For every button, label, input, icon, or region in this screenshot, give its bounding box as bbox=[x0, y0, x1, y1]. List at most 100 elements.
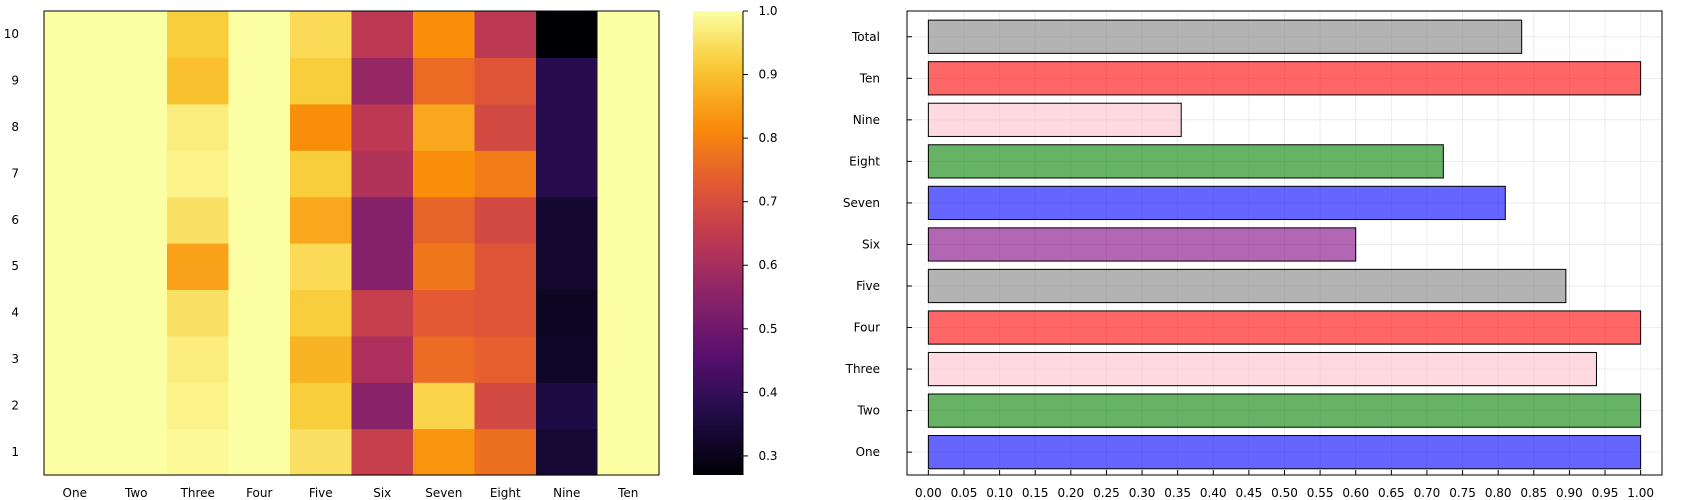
heatmap-cell bbox=[290, 243, 353, 290]
heatmap-cell bbox=[474, 103, 537, 151]
colorbar-tick-label: 0.4 bbox=[758, 385, 777, 399]
heatmap-cell bbox=[474, 243, 537, 290]
heatmap-cell bbox=[228, 428, 291, 476]
heatmap-cell bbox=[167, 289, 230, 337]
heatmap-cell bbox=[290, 150, 353, 198]
heatmap-y-tick-label: 10 bbox=[4, 27, 19, 41]
bar-x-tick-label: 0.70 bbox=[1414, 486, 1441, 500]
colorbar-gradient bbox=[693, 11, 743, 475]
bar bbox=[927, 435, 1642, 470]
heatmap-cell bbox=[474, 289, 537, 337]
bar bbox=[927, 227, 1357, 262]
bar-y-tick-label: Nine bbox=[853, 113, 880, 127]
heatmap-cell bbox=[290, 57, 353, 105]
heatmap-cell bbox=[105, 196, 168, 244]
heatmap-cell bbox=[228, 103, 291, 151]
bar-x-tick-label: 0.30 bbox=[1129, 486, 1156, 500]
heatmap-y-tick-label: 2 bbox=[11, 398, 19, 412]
bar-x-tick-label: 0.00 bbox=[915, 486, 942, 500]
heatmap-cell bbox=[413, 428, 476, 476]
heatmap-y-tick-label: 7 bbox=[11, 166, 19, 180]
heatmap-cell bbox=[413, 150, 476, 198]
heatmap-cell bbox=[167, 11, 230, 58]
heatmap-cell bbox=[351, 243, 414, 290]
heatmap-x-tick-label: Four bbox=[246, 486, 272, 500]
bar-x-tick-label: 0.55 bbox=[1307, 486, 1334, 500]
heatmap-cell bbox=[290, 103, 353, 151]
heatmap-cell bbox=[44, 428, 107, 476]
heatmap-cell bbox=[105, 57, 168, 105]
heatmap-cell bbox=[413, 57, 476, 105]
heatmap-cell bbox=[44, 335, 107, 383]
heatmap-cell bbox=[228, 57, 291, 105]
heatmap-cell bbox=[474, 335, 537, 383]
bar-x-tick-label: 1.00 bbox=[1627, 486, 1654, 500]
heatmap-cell bbox=[597, 103, 660, 151]
heatmap-x-tick-label: Seven bbox=[425, 486, 462, 500]
bar-chart-panel: 0.00 0.05 0.10 0.15 0.20 0.25 0.30 0.35 0.40 0.45… bbox=[843, 10, 1663, 500]
heatmap-cell bbox=[44, 289, 107, 337]
bar-y-tick-label: Four bbox=[854, 321, 880, 335]
heatmap-cell bbox=[44, 11, 107, 58]
colorbar-tick-label: 0.9 bbox=[758, 68, 777, 82]
heatmap-cell bbox=[351, 196, 414, 244]
heatmap-cell bbox=[351, 289, 414, 337]
heatmap-y-tick-label: 3 bbox=[11, 352, 19, 366]
heatmap-y-tick-label: 6 bbox=[11, 213, 19, 227]
heatmap-cell bbox=[351, 57, 414, 105]
heatmap-cell bbox=[474, 11, 537, 58]
heatmap-cell bbox=[597, 11, 660, 58]
heatmap-panel: One Two Three Four Five Six Seven Eight Nine Ten 1… bbox=[4, 10, 660, 500]
heatmap-cell bbox=[351, 335, 414, 383]
bar-x-tick-label: 0.75 bbox=[1449, 486, 1476, 500]
bar-x-tick-label: 0.35 bbox=[1164, 486, 1191, 500]
heatmap-cell bbox=[413, 103, 476, 151]
bar-x-tick-label: 0.80 bbox=[1485, 486, 1512, 500]
heatmap-cell bbox=[228, 289, 291, 337]
bar-x-tick-label: 0.90 bbox=[1556, 486, 1583, 500]
bar-y-tick-label: Ten bbox=[859, 71, 880, 85]
heatmap-cell bbox=[413, 243, 476, 290]
heatmap-cell bbox=[413, 335, 476, 383]
heatmap-cell bbox=[105, 428, 168, 476]
heatmap-cell bbox=[290, 335, 353, 383]
heatmap-x-tick-label: Five bbox=[309, 486, 333, 500]
heatmap-cell bbox=[536, 103, 599, 151]
heatmap-cell bbox=[105, 150, 168, 198]
heatmap-cell bbox=[597, 289, 660, 337]
bar-x-tick-label: 0.60 bbox=[1342, 486, 1369, 500]
heatmap-cell bbox=[597, 196, 660, 244]
heatmap-x-tick-label: Nine bbox=[553, 486, 580, 500]
bar-y-tick-label: Total bbox=[851, 30, 880, 44]
heatmap-cell bbox=[474, 150, 537, 198]
heatmap-cell bbox=[351, 11, 414, 58]
heatmap-cell bbox=[228, 11, 291, 58]
heatmap-cell bbox=[351, 103, 414, 151]
bar-x-tick-label: 0.25 bbox=[1093, 486, 1120, 500]
heatmap-cell bbox=[536, 11, 599, 58]
heatmap-cell bbox=[536, 428, 599, 476]
colorbar-panel: 0.3 0.4 0.5 0.6 0.7 0.8 0.9 1.0 bbox=[693, 4, 778, 475]
heatmap-cell bbox=[597, 150, 660, 198]
colorbar-tick-label: 0.3 bbox=[758, 449, 777, 463]
colorbar-tick-label: 1.0 bbox=[758, 4, 777, 18]
heatmap-cell bbox=[474, 428, 537, 476]
bar-x-tick-label: 0.15 bbox=[1022, 486, 1049, 500]
bar-y-tick-label: Seven bbox=[843, 196, 880, 210]
heatmap-cell bbox=[290, 289, 353, 337]
heatmap-cell bbox=[474, 196, 537, 244]
heatmap-y-tick-label: 1 bbox=[11, 445, 19, 459]
bar bbox=[927, 61, 1642, 96]
bar bbox=[927, 351, 1597, 387]
heatmap-x-tick-label: Eight bbox=[490, 486, 521, 500]
bar bbox=[927, 144, 1444, 179]
heatmap-cell bbox=[597, 428, 660, 476]
heatmap-cell bbox=[105, 243, 168, 290]
heatmap-x-tick-label: Two bbox=[124, 486, 148, 500]
heatmap-cell bbox=[536, 150, 599, 198]
heatmap-y-tick-label: 5 bbox=[11, 259, 19, 273]
heatmap-cell bbox=[413, 11, 476, 58]
heatmap-x-tick-label: One bbox=[63, 486, 87, 500]
heatmap-cell bbox=[290, 382, 353, 430]
